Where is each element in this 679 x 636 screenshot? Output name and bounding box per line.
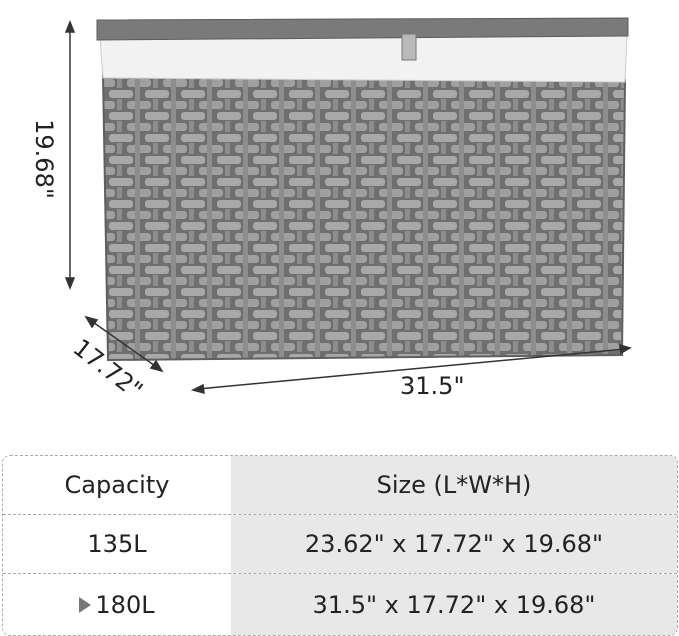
table-row-selected: 180L 31.5" x 17.72" x 19.68" — [3, 574, 677, 635]
capacity-cell: 180L — [95, 590, 155, 619]
lid-clasp — [401, 33, 417, 61]
size-cell: 31.5" x 17.72" x 19.68" — [231, 574, 677, 635]
table-row: 135L 23.62" x 17.72" x 19.68" — [3, 515, 677, 574]
size-cell: 23.62" x 17.72" x 19.68" — [231, 515, 677, 573]
size-header: Size (L*W*H) — [231, 456, 677, 514]
dimension-lines — [64, 19, 632, 395]
selected-marker-icon — [79, 596, 92, 613]
basket — [96, 17, 629, 362]
size-table: Capacity Size (L*W*H) 135L 23.62" x 17.7… — [2, 455, 678, 636]
length-label: 31.5" — [400, 372, 465, 400]
height-label: 19.68" — [29, 119, 58, 199]
basket-illustration — [64, 17, 632, 395]
table-header-row: Capacity Size (L*W*H) — [3, 456, 677, 515]
capacity-cell: 135L — [3, 515, 231, 573]
capacity-header: Capacity — [3, 456, 231, 514]
